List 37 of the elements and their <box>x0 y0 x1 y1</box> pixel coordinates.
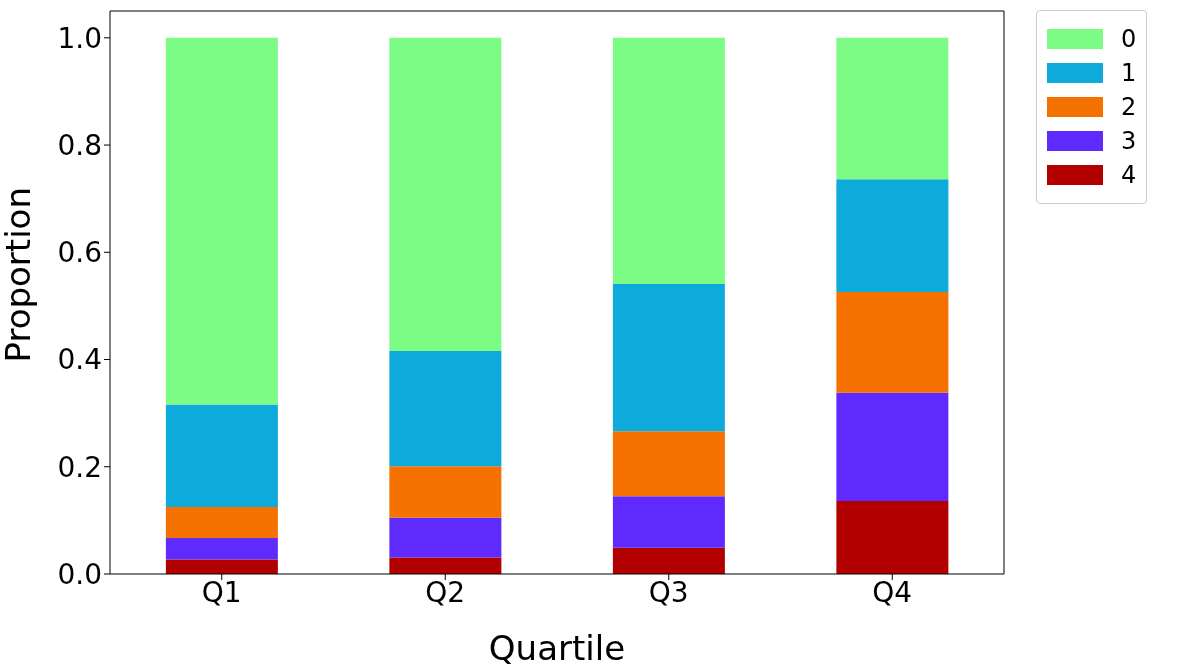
legend-label: 0 <box>1121 25 1137 53</box>
bar <box>836 392 949 502</box>
bar <box>836 179 949 292</box>
bar <box>389 466 502 518</box>
bar <box>389 517 502 558</box>
bar <box>612 283 725 432</box>
bar <box>389 37 502 351</box>
bar <box>836 291 949 393</box>
bar <box>165 37 278 405</box>
bar <box>612 547 725 574</box>
legend-label: 3 <box>1121 127 1137 155</box>
y-tick-label: 1.0 <box>57 21 102 55</box>
legend-label: 1 <box>1121 59 1137 87</box>
y-tick-label: 0.2 <box>57 450 102 484</box>
bar <box>836 501 949 574</box>
x-tick-label: Q3 <box>648 575 689 609</box>
y-tick-label: 0.6 <box>57 236 102 270</box>
x-axis-title: Quartile <box>488 628 626 668</box>
y-tick-label: 0.8 <box>57 128 102 162</box>
x-tick-label: Q2 <box>425 575 466 609</box>
y-tick-label: 0.0 <box>57 557 102 591</box>
bar <box>612 431 725 497</box>
y-axis-title: Proportion <box>0 187 39 363</box>
bar <box>165 559 278 574</box>
bar <box>389 350 502 467</box>
legend-label: 4 <box>1121 161 1137 189</box>
bar <box>389 557 502 574</box>
bar <box>612 37 725 284</box>
y-tick-label: 0.4 <box>57 343 102 377</box>
x-tick-label: Q1 <box>201 575 242 609</box>
bar <box>165 538 278 560</box>
bar <box>612 496 725 548</box>
bar <box>836 37 949 180</box>
bar <box>165 404 278 507</box>
x-tick-label: Q4 <box>872 575 913 609</box>
legend-label: 2 <box>1121 93 1137 121</box>
bar <box>165 506 278 539</box>
